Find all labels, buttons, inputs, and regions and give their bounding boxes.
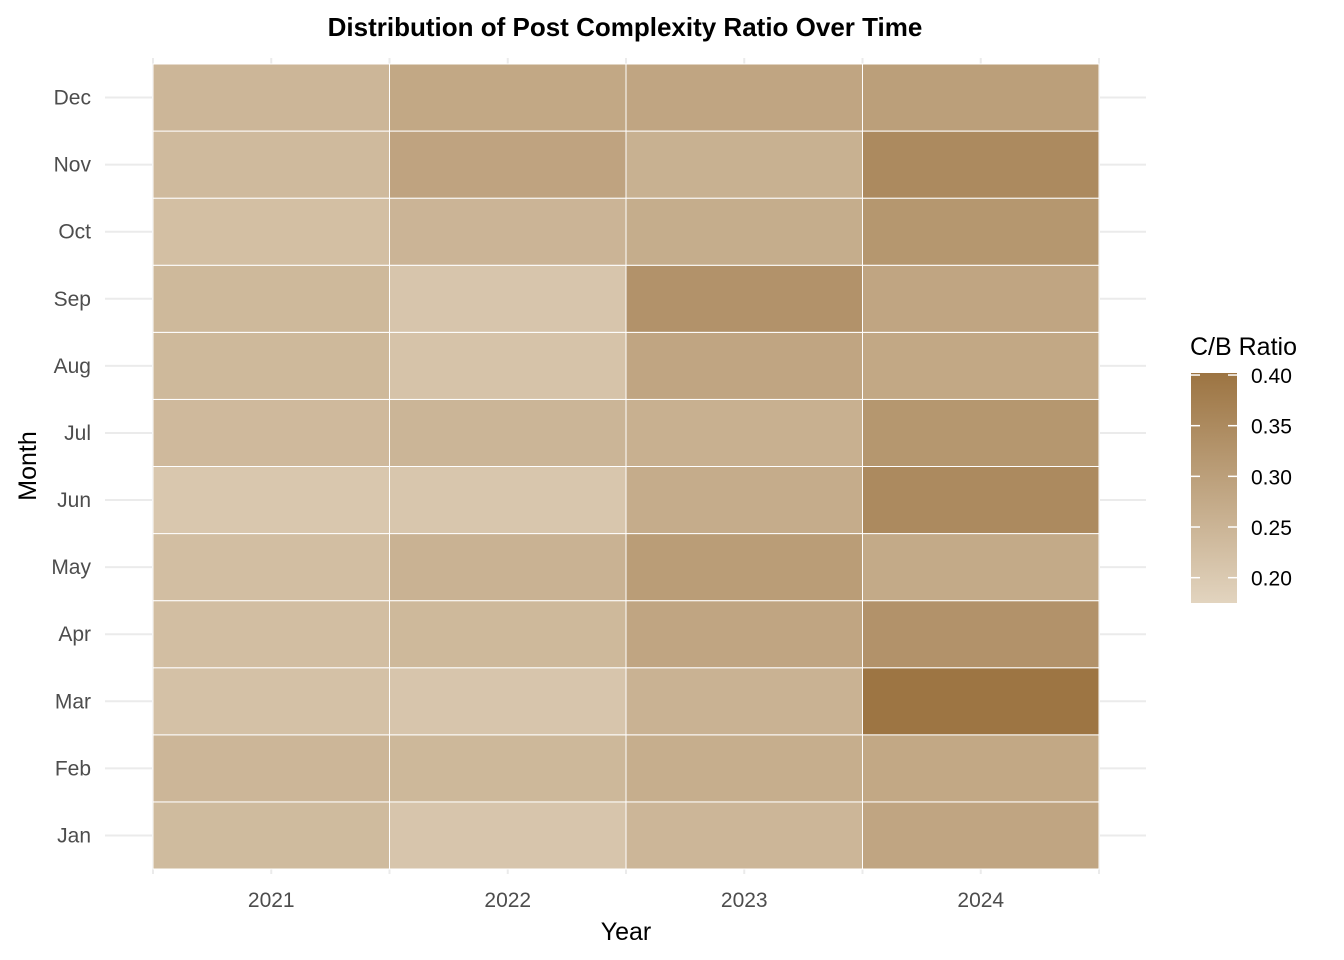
- y-axis-title: Month: [14, 431, 42, 500]
- legend-tick-label: 0.25: [1251, 517, 1292, 540]
- heatmap-tile-2022-mar: [389, 667, 627, 736]
- y-tick-label-mar: Mar: [55, 690, 91, 713]
- heatmap-tile-2022-jul: [389, 398, 627, 467]
- heatmap-tile-2024-oct: [862, 197, 1100, 266]
- heatmap-tile-2022-may: [389, 533, 627, 602]
- heatmap-tile-2021-dec: [152, 63, 390, 132]
- y-tick-label-jun: Jun: [57, 489, 91, 512]
- heatmap-tile-2021-jan: [152, 801, 390, 870]
- legend-ticks: 0.20 0.25 0.30 0.35 0.40: [1191, 365, 1292, 591]
- heatmap-tile-2024-sep: [862, 264, 1100, 333]
- color-legend: C/B Ratio 0.20 0.25 0.30 0.35 0.40: [1190, 333, 1297, 603]
- heatmap-tile-2023-jun: [625, 466, 863, 535]
- heatmap-tile-2023-mar: [625, 667, 863, 736]
- heatmap-tile-2024-aug: [862, 331, 1100, 400]
- heatmap-tile-2023-aug: [625, 331, 863, 400]
- y-tick-label-apr: Apr: [58, 623, 91, 646]
- heatmap-tile-2023-feb: [625, 734, 863, 803]
- heatmap-tile-2023-nov: [625, 130, 863, 199]
- heatmap-tile-2021-oct: [152, 197, 390, 266]
- heatmap-tile-2023-sep: [625, 264, 863, 333]
- legend-colorbar: [1191, 373, 1237, 603]
- heatmap-tile-2023-jan: [625, 801, 863, 870]
- legend-title: C/B Ratio: [1190, 333, 1297, 361]
- heatmap-tile-2024-may: [862, 533, 1100, 602]
- y-tick-label-aug: Aug: [54, 355, 91, 378]
- x-tick-label-2023: 2023: [721, 889, 768, 912]
- heatmap-tile-2024-mar: [862, 667, 1100, 736]
- legend-tick-label: 0.40: [1251, 365, 1292, 388]
- heatmap-tile-2022-sep: [389, 264, 627, 333]
- y-tick-label-nov: Nov: [54, 154, 92, 177]
- heatmap-tile-2023-dec: [625, 63, 863, 132]
- heatmap-tile-2022-dec: [389, 63, 627, 132]
- heatmap-tile-2022-jun: [389, 466, 627, 535]
- heatmap-tile-2021-may: [152, 533, 390, 602]
- heatmap-tile-2021-jul: [152, 398, 390, 467]
- heatmap-tile-2021-sep: [152, 264, 390, 333]
- heatmap-tile-2022-apr: [389, 600, 627, 669]
- y-tick-label-oct: Oct: [58, 221, 91, 244]
- heatmap-tiles: [152, 63, 1100, 870]
- y-tick-label-sep: Sep: [54, 288, 91, 311]
- heatmap-tile-2021-aug: [152, 331, 390, 400]
- x-axis-tick-labels: 2021 2022 2023 2024: [248, 889, 1005, 912]
- x-axis-title: Year: [601, 918, 652, 946]
- heatmap-tile-2023-may: [625, 533, 863, 602]
- heatmap-tile-2024-feb: [862, 734, 1100, 803]
- y-axis-tick-labels: Jan Feb Mar Apr May Jun Jul Aug Sep Oct Nov Dec: [51, 87, 91, 848]
- heatmap-tile-2021-jun: [152, 466, 390, 535]
- y-tick-label-feb: Feb: [55, 757, 91, 780]
- heatmap-tile-2022-feb: [389, 734, 627, 803]
- heatmap-tile-2023-oct: [625, 197, 863, 266]
- x-tick-label-2022: 2022: [484, 889, 531, 912]
- heatmap-tile-2024-jan: [862, 801, 1100, 870]
- heatmap-tile-2024-jun: [862, 466, 1100, 535]
- heatmap-tile-2024-apr: [862, 600, 1100, 669]
- heatmap-tile-2021-mar: [152, 667, 390, 736]
- heatmap-tile-2024-dec: [862, 63, 1100, 132]
- x-tick-label-2024: 2024: [957, 889, 1004, 912]
- heatmap-tile-2022-aug: [389, 331, 627, 400]
- y-tick-label-jan: Jan: [57, 824, 91, 847]
- heatmap-tile-2021-apr: [152, 600, 390, 669]
- heatmap-tile-2021-feb: [152, 734, 390, 803]
- legend-tick-label: 0.35: [1251, 416, 1292, 439]
- heatmap-tile-2024-nov: [862, 130, 1100, 199]
- y-tick-label-dec: Dec: [54, 87, 91, 110]
- y-tick-label-jul: Jul: [64, 422, 91, 445]
- heatmap-tile-2022-oct: [389, 197, 627, 266]
- y-tick-label-may: May: [51, 556, 91, 579]
- legend-tick-label: 0.20: [1251, 568, 1292, 591]
- legend-tick-label: 0.30: [1251, 466, 1292, 489]
- heatmap-tile-2023-jul: [625, 398, 863, 467]
- heatmap-tile-2023-apr: [625, 600, 863, 669]
- heatmap-tile-2024-jul: [862, 398, 1100, 467]
- heatmap-tile-2022-jan: [389, 801, 627, 870]
- heatmap-tile-2021-nov: [152, 130, 390, 199]
- heatmap-tile-2022-nov: [389, 130, 627, 199]
- x-tick-label-2021: 2021: [248, 889, 295, 912]
- chart-title: Distribution of Post Complexity Ratio Ov…: [328, 12, 923, 42]
